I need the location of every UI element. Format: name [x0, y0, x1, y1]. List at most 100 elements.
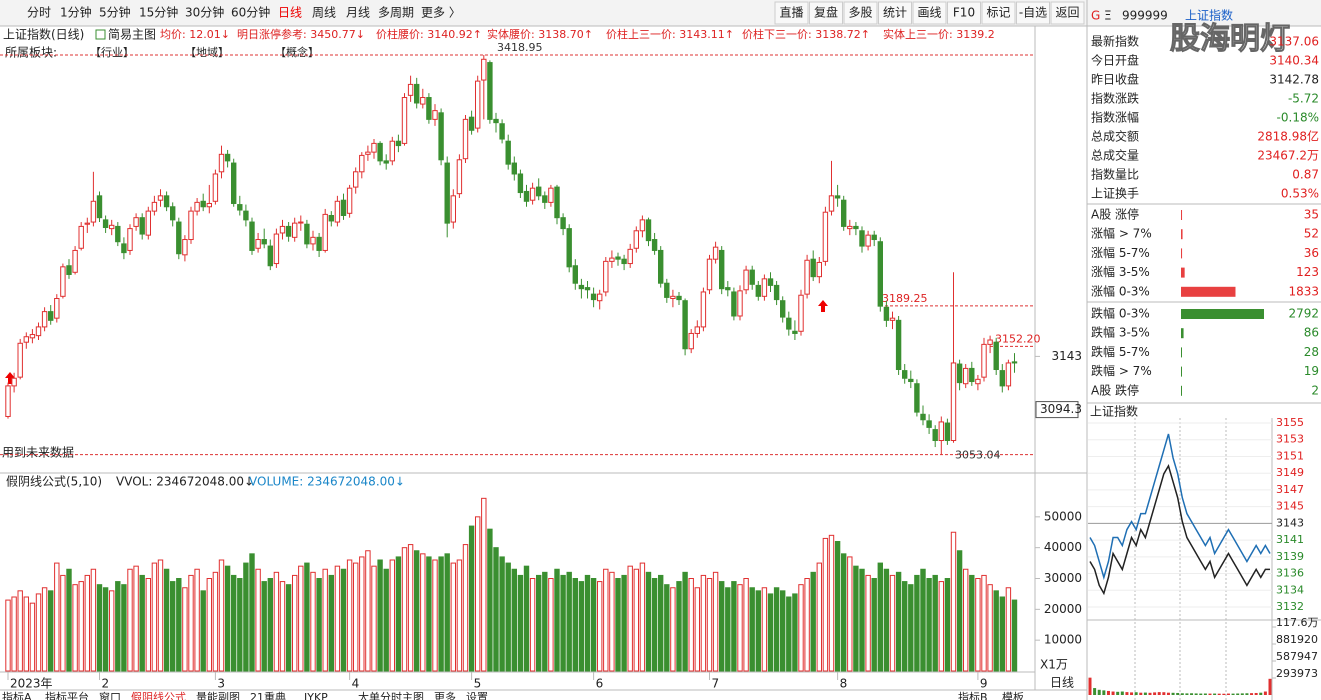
period-button[interactable]: 多周期	[378, 6, 414, 20]
candle-body	[468, 116, 475, 131]
volume-bar	[920, 568, 926, 672]
tool-button-frame	[843, 1, 878, 25]
candle-body	[676, 295, 682, 301]
quote-value: -0.18%	[1277, 111, 1319, 125]
period-button[interactable]: 更多 〉	[421, 6, 461, 20]
volume-bar	[847, 556, 853, 672]
period-button[interactable]: 周线	[312, 6, 336, 20]
intraday-volume-bar	[1180, 693, 1184, 695]
period-button[interactable]: 分时	[27, 6, 51, 20]
volume-bar	[212, 571, 219, 672]
candle-body	[651, 239, 658, 251]
candle-body	[163, 195, 170, 208]
volume-bar	[371, 565, 377, 672]
volume-bar	[529, 578, 536, 672]
footer-tab[interactable]: 指标平台	[45, 690, 89, 700]
footer-tab[interactable]: 更多	[434, 690, 456, 700]
y-tick-label: 10000	[1044, 633, 1082, 647]
candle-body	[322, 213, 328, 251]
candle-body	[889, 317, 896, 321]
legend-entry: VVOL: 234672048.00↓	[116, 475, 254, 489]
volume-bar	[35, 593, 42, 672]
volume-bar	[590, 578, 597, 672]
period-button[interactable]: 月线	[346, 6, 370, 20]
quote-value: 0.53%	[1281, 187, 1319, 201]
footer-tab[interactable]: 量能副图	[196, 690, 240, 700]
period-tab[interactable]: 日线	[1050, 676, 1074, 690]
period-button[interactable]: 日线	[278, 6, 302, 20]
tool-button[interactable]: 标记	[986, 6, 1010, 20]
volume-bar	[365, 550, 371, 672]
candle-body	[420, 97, 426, 105]
period-button[interactable]: 60分钟	[231, 5, 270, 20]
menu-icon[interactable]: Ξ	[1104, 9, 1112, 23]
toolbar-bg	[0, 0, 1321, 26]
candle-body	[328, 214, 335, 222]
breadth-bar	[1181, 309, 1264, 319]
volume-bar	[176, 578, 182, 672]
volume-bar	[60, 574, 66, 672]
candle-body	[926, 420, 932, 428]
reference-label: 3053.04	[955, 449, 1001, 462]
candle-body	[542, 195, 548, 203]
volume-bar	[279, 581, 286, 672]
candle-body	[786, 317, 792, 330]
tool-button[interactable]: -自选	[1019, 6, 1047, 20]
volume-bar	[786, 596, 792, 672]
footer-tab[interactable]: 21重典	[250, 690, 286, 700]
template-name[interactable]: 简易主图	[108, 28, 156, 42]
volume-bar	[438, 556, 444, 672]
candle-body	[72, 249, 78, 273]
tool-button[interactable]: 复盘	[814, 5, 838, 20]
footer-tab[interactable]: 模板	[1002, 690, 1024, 700]
footer-tab[interactable]: 设置	[466, 691, 488, 700]
period-button[interactable]: 5分钟	[99, 5, 131, 20]
intraday-volume-bar	[1199, 693, 1203, 695]
tool-button[interactable]: 多股	[848, 6, 872, 20]
intraday-volume-bar	[1134, 692, 1138, 695]
candle-body	[999, 370, 1005, 387]
period-button[interactable]: 15分钟	[139, 5, 178, 20]
intraday-volume-bar	[1176, 692, 1180, 695]
x-tick-label: 6	[596, 677, 604, 691]
candle-body	[316, 236, 322, 251]
candle-body	[206, 202, 213, 208]
candle-body	[188, 210, 194, 241]
footer-tab[interactable]: JYKP	[303, 691, 328, 700]
candle-body	[694, 326, 700, 334]
tool-button[interactable]: 画线	[917, 6, 941, 20]
volume-bar	[883, 568, 890, 672]
footer-tab[interactable]: 指标A	[2, 690, 32, 700]
candle-body	[401, 97, 408, 144]
tool-button[interactable]: F10	[953, 6, 975, 20]
footer-tab[interactable]: 窗口	[99, 690, 121, 700]
footer-tab[interactable]: 指标B	[958, 690, 988, 700]
quote-label: 上证换手	[1091, 187, 1139, 201]
volume-bar	[523, 565, 530, 672]
sector-tag[interactable]: 【概念】	[275, 45, 319, 59]
volume-bar	[810, 571, 816, 672]
sector-tag[interactable]: 【行业】	[90, 46, 134, 59]
intraday-volume-bar	[1231, 693, 1235, 695]
y-tick-label: 3141	[1276, 533, 1304, 546]
period-button[interactable]: 1分钟	[60, 5, 92, 20]
tool-button[interactable]: 统计	[883, 6, 907, 20]
y-tick-label: 3151	[1276, 449, 1304, 462]
candle-body	[975, 378, 981, 385]
sector-tag[interactable]: 【地域】	[185, 46, 229, 59]
x-tick-label: 8	[840, 677, 848, 691]
indicator-title: 假阴线公式(5,10)	[6, 475, 102, 489]
candle-body	[102, 219, 109, 229]
period-button[interactable]: 30分钟	[185, 5, 224, 20]
tool-button[interactable]: 返回	[1055, 6, 1079, 20]
candle-body	[536, 186, 542, 197]
footer-tab[interactable]: 假阴线公式	[131, 690, 186, 700]
indicator-value: 价柱上三一价: 3143.11↑	[606, 27, 734, 41]
candle-body	[517, 173, 524, 194]
footer-tab[interactable]: 大单分时主图	[358, 690, 424, 700]
candle-body	[597, 293, 603, 302]
tool-button[interactable]: 直播	[779, 6, 803, 20]
intraday-volume-bar	[1148, 692, 1152, 695]
volume-bar	[792, 593, 798, 672]
